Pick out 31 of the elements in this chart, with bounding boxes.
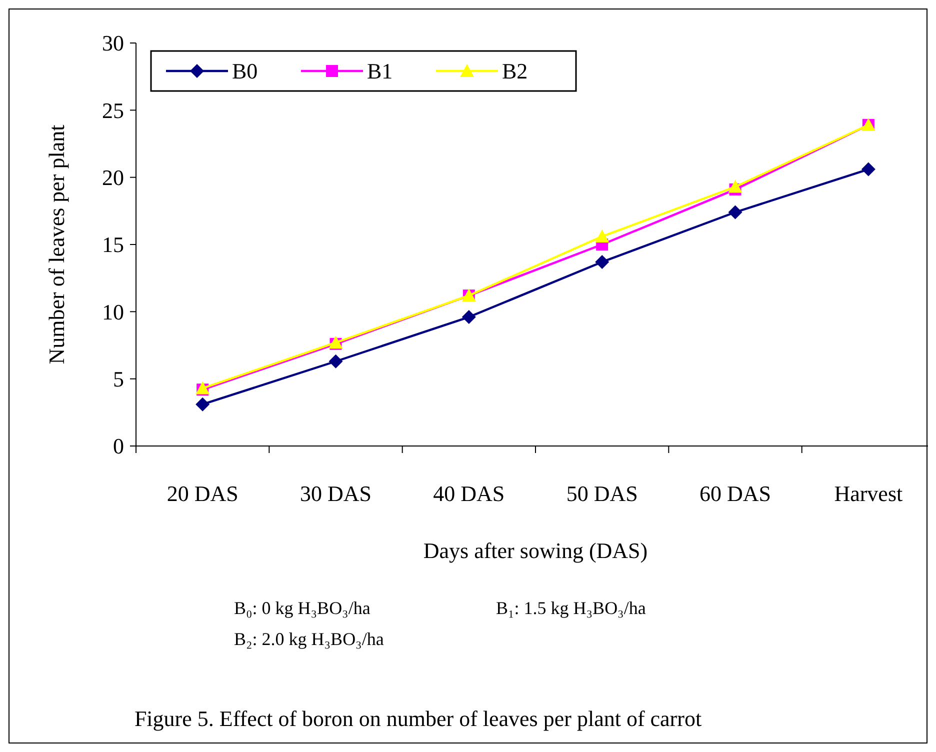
y-tick-label: 10 (102, 299, 124, 324)
x-tick-label: 20 DAS (166, 481, 238, 506)
point (196, 397, 210, 412)
legend-label: B2 (502, 58, 528, 84)
y-axis-title: Number of leaves per plant (44, 124, 69, 364)
y-tick-label: 5 (113, 366, 124, 392)
x-tick-label: Harvest (834, 481, 903, 506)
text: Figure 5. Effect of boron on number of leaves per plant of carrot (134, 706, 702, 731)
x-axis-title: Days after sowing (DAS) (423, 538, 648, 563)
text: B₁: 1.5 kg H₃BO₃/ha (496, 598, 646, 618)
y-tick-label: 30 (102, 30, 124, 56)
y-tick-label: 15 (102, 232, 124, 258)
point (462, 310, 476, 324)
legend-label: B0 (232, 58, 258, 84)
point (861, 162, 876, 176)
point (595, 254, 610, 269)
x-tick-label: 50 DAS (566, 481, 638, 506)
text: B₀: 0 kg H₃BO₃/ha (234, 598, 370, 618)
y-tick-label: 20 (102, 165, 124, 190)
point (196, 381, 210, 394)
y-tick-label: 0 (113, 434, 124, 459)
y-tick-label: 25 (102, 98, 124, 123)
x-tick-label: 30 DAS (300, 481, 372, 506)
point (728, 205, 742, 220)
point (595, 229, 610, 242)
x-tick-label: 60 DAS (699, 481, 772, 506)
point (328, 354, 343, 368)
point (728, 180, 742, 193)
x-tick-label: 40 DAS (433, 481, 505, 506)
legend-label: B1 (367, 58, 393, 84)
text: B₂: 2.0 kg H₃BO₃/ha (234, 629, 384, 649)
